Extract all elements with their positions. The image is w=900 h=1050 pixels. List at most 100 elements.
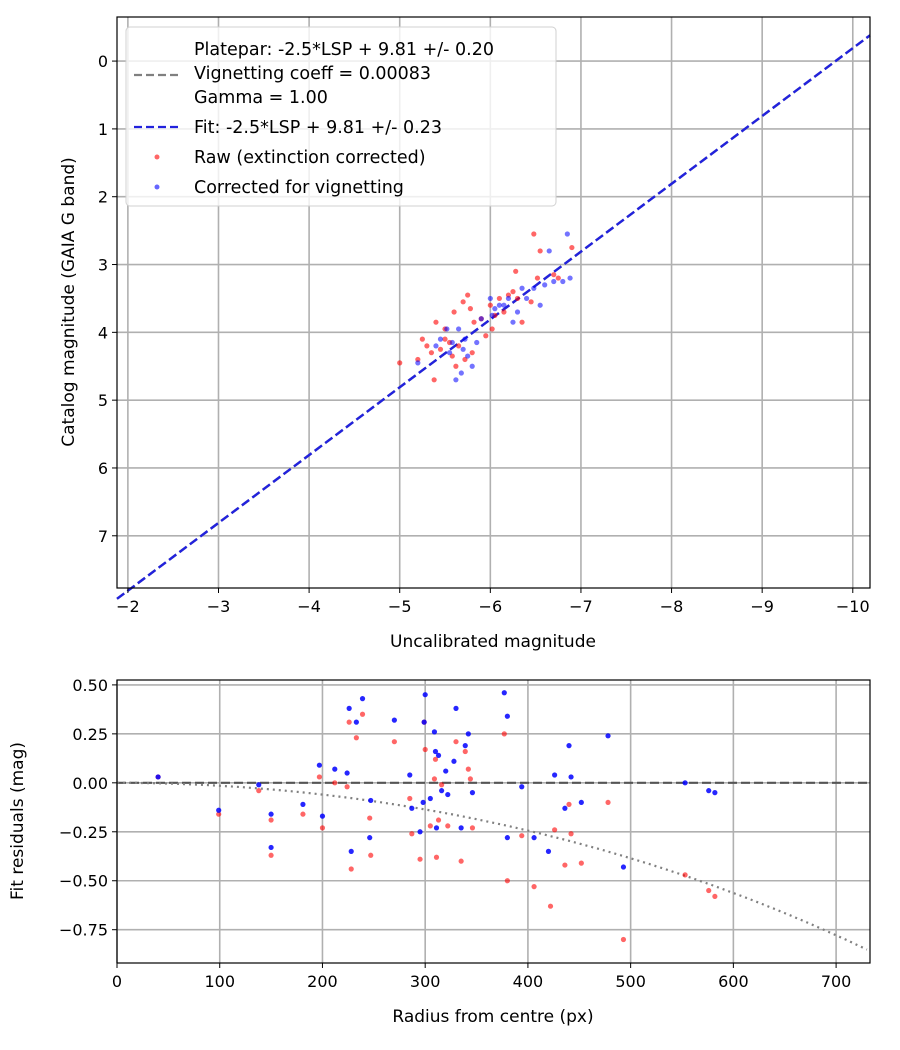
corrected-point xyxy=(449,339,455,346)
raw-point xyxy=(316,774,322,780)
raw-point xyxy=(391,739,397,745)
legend: Platepar: -2.5*LSP + 9.81 +/- 0.20 Vigne… xyxy=(125,26,557,207)
corrected-point xyxy=(492,306,498,312)
x-tick-label: 0 xyxy=(112,972,122,991)
raw-point xyxy=(268,852,274,858)
x-tick-label: 300 xyxy=(410,972,441,991)
raw-point xyxy=(467,776,473,782)
corrected-point xyxy=(446,350,453,356)
raw-point xyxy=(552,827,558,833)
raw-point xyxy=(566,801,572,807)
corrected-point xyxy=(420,799,426,806)
corrected-point xyxy=(433,825,440,831)
corrected-point xyxy=(451,758,457,764)
corrected-point xyxy=(409,805,415,811)
corrected-point xyxy=(462,336,468,342)
corrected-point xyxy=(319,813,326,819)
corrected-point xyxy=(469,790,476,796)
corrected-point xyxy=(551,278,557,285)
top-y-axis-label: Catalog magnitude (GAIA G band) xyxy=(59,157,79,447)
corrected-point xyxy=(268,811,274,817)
corrected-point xyxy=(560,278,566,285)
corrected-point xyxy=(537,302,543,308)
raw-point xyxy=(504,878,510,884)
raw-point xyxy=(467,306,473,312)
raw-point xyxy=(435,817,442,823)
legend-box xyxy=(125,26,557,207)
top-x-axis-label: Uncalibrated magnitude xyxy=(390,632,596,652)
corrected-point xyxy=(496,302,502,308)
x-tick-label: 600 xyxy=(718,972,749,991)
legend-fit-label: Fit: -2.5*LSP + 9.81 +/- 0.23 xyxy=(194,118,442,138)
raw-point xyxy=(424,343,430,349)
corrected-point xyxy=(706,788,712,794)
raw-point xyxy=(451,309,457,315)
corrected-point xyxy=(368,797,374,804)
y-tick-label: 0 xyxy=(98,52,108,71)
x-tick-label: −4 xyxy=(297,597,321,616)
corrected-point xyxy=(344,770,350,776)
corrected-point xyxy=(268,844,274,851)
corrected-point xyxy=(605,733,611,739)
raw-point xyxy=(487,302,493,308)
y-tick-label: 1 xyxy=(98,120,108,139)
corrected-point xyxy=(407,772,413,778)
corrected-point xyxy=(445,791,451,798)
y-tick-label: 2 xyxy=(98,188,108,207)
corrected-point xyxy=(564,231,570,237)
y-tick-label: 4 xyxy=(98,323,108,342)
corrected-point xyxy=(421,719,427,725)
raw-point xyxy=(433,319,439,325)
raw-point xyxy=(348,866,354,872)
legend-raw-label: Raw (extinction corrected) xyxy=(194,148,426,168)
x-tick-label: −8 xyxy=(660,597,684,616)
x-tick-label: −3 xyxy=(207,597,231,616)
raw-point xyxy=(514,295,521,302)
raw-point xyxy=(300,811,306,817)
corrected-point xyxy=(462,743,468,749)
corrected-point xyxy=(435,752,442,759)
corrected-point xyxy=(562,805,568,811)
raw-point xyxy=(501,731,507,737)
corrected-point xyxy=(519,285,525,291)
y-tick-label: −0.25 xyxy=(59,823,108,842)
corrected-point xyxy=(552,772,558,778)
corrected-point xyxy=(443,768,449,774)
raw-point xyxy=(471,319,477,325)
raw-point xyxy=(432,756,439,762)
raw-point xyxy=(462,748,468,755)
raw-point xyxy=(551,272,557,278)
corrected-point xyxy=(444,326,450,332)
corrected-point xyxy=(456,326,462,332)
raw-point xyxy=(453,363,459,369)
raw-point xyxy=(346,719,352,725)
raw-point xyxy=(568,831,574,837)
raw-point xyxy=(528,299,534,305)
raw-point xyxy=(531,231,537,237)
corrected-point xyxy=(460,346,466,352)
corrected-point xyxy=(504,713,510,719)
corrected-point xyxy=(453,705,459,711)
y-tick-label: −0.50 xyxy=(59,872,108,891)
x-tick-label: 500 xyxy=(615,972,646,991)
corrected-point xyxy=(367,835,373,841)
raw-point xyxy=(605,799,611,806)
y-tick-label: 0.50 xyxy=(72,676,108,695)
y-tick-label: 0.25 xyxy=(72,725,108,744)
raw-point xyxy=(562,862,568,868)
bottom-plot-frame xyxy=(116,679,871,964)
raw-point xyxy=(407,795,413,802)
raw-point xyxy=(501,309,507,315)
x-tick-label: 700 xyxy=(821,972,852,991)
raw-point xyxy=(569,244,575,251)
corrected-point xyxy=(504,835,510,841)
corrected-point xyxy=(353,719,359,725)
corrected-point xyxy=(578,799,584,806)
raw-point xyxy=(465,766,471,772)
corrected-point xyxy=(433,343,439,349)
corrected-point xyxy=(346,705,352,711)
raw-point xyxy=(409,831,415,837)
raw-point xyxy=(706,887,712,894)
corrected-point xyxy=(155,774,161,780)
